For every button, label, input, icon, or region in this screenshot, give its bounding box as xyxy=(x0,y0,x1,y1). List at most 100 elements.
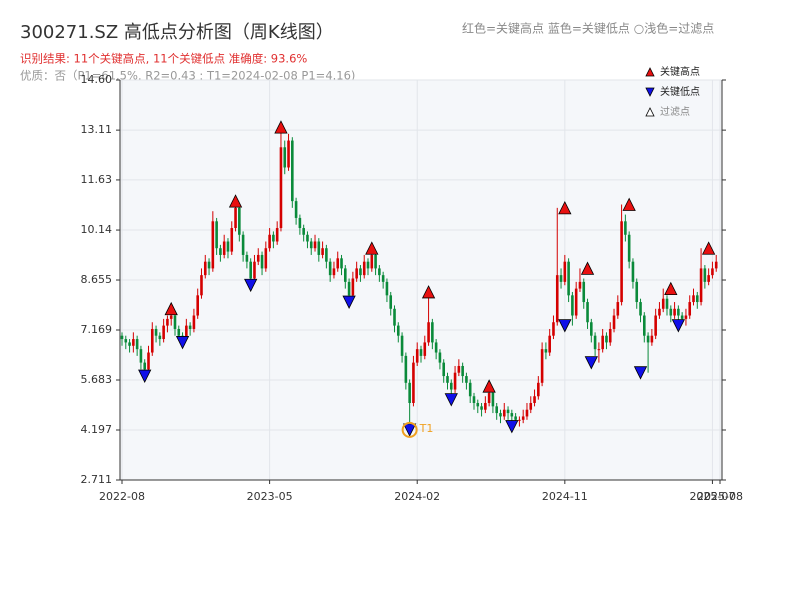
candle-body xyxy=(453,372,457,390)
candle-body xyxy=(707,275,710,282)
candle-body xyxy=(135,339,139,350)
candle-body xyxy=(328,261,332,276)
candle-body xyxy=(249,261,252,279)
candle-body xyxy=(268,234,271,249)
candle-body xyxy=(423,342,427,356)
candle-body xyxy=(215,221,218,249)
key-point-marker xyxy=(365,241,379,255)
candle-body xyxy=(465,376,468,383)
candle-body xyxy=(714,261,718,269)
key-point-marker xyxy=(580,261,595,275)
candle-body xyxy=(332,268,336,276)
y-tick-label: 2.711 xyxy=(81,473,113,486)
candle-body xyxy=(563,261,567,282)
candle-body xyxy=(555,275,559,323)
candle-body xyxy=(567,261,570,296)
candle-body xyxy=(695,295,699,303)
candle-body xyxy=(147,352,150,370)
candle-body xyxy=(491,392,495,407)
candle-body xyxy=(699,268,703,303)
candle-body xyxy=(419,349,423,356)
key-point-marker xyxy=(633,366,648,380)
candle-body xyxy=(427,322,430,343)
candle-body xyxy=(317,241,321,255)
legend-label: 关键低点 xyxy=(660,85,700,98)
legend-label: 过滤点 xyxy=(660,105,690,118)
x-tick-label: 2025-07 xyxy=(689,490,735,503)
candle-body xyxy=(150,328,154,353)
key-point-marker xyxy=(701,241,716,255)
candle-body xyxy=(484,402,487,410)
candle-body xyxy=(222,241,226,255)
candle-body xyxy=(673,308,676,316)
candle-body xyxy=(389,295,393,309)
key-point-marker xyxy=(584,356,598,370)
candle-body xyxy=(544,349,548,353)
candle-body xyxy=(711,268,714,276)
candle-body xyxy=(495,406,498,414)
x-tick-label: 2023-05 xyxy=(247,490,293,503)
candle-body xyxy=(378,268,381,276)
candle-body xyxy=(188,325,192,329)
candle-body xyxy=(132,339,135,346)
key-point-marker xyxy=(664,281,678,295)
candle-body xyxy=(643,315,646,336)
x-tick-label: 2025-08 xyxy=(697,490,743,503)
candle-body xyxy=(446,376,449,383)
candle-body xyxy=(525,409,529,417)
quality-line: 优质：否（P1=61.5%, R2=0.43 ; T1=2024-02-08 P… xyxy=(20,69,355,83)
key-point-marker xyxy=(558,200,572,215)
candle-body xyxy=(287,140,290,168)
candle-body xyxy=(692,295,695,303)
candle-body xyxy=(260,254,264,269)
candle-body xyxy=(510,413,514,417)
key-point-marker xyxy=(274,120,288,134)
legend-note: 红色=关键高点 蓝色=关键低点 ○浅色=过滤点 xyxy=(462,21,714,36)
candle-body xyxy=(302,228,305,235)
candle-body xyxy=(616,302,620,316)
legend-marker xyxy=(645,87,655,97)
candle-body xyxy=(344,268,347,282)
candle-body xyxy=(665,298,669,309)
candle-body xyxy=(340,258,343,269)
candle-body xyxy=(169,315,173,319)
y-tick-label: 4.197 xyxy=(81,423,113,436)
candle-body xyxy=(658,308,661,316)
legend-label: 关键高点 xyxy=(660,65,700,78)
candle-body xyxy=(166,318,169,326)
candle-body xyxy=(661,298,665,309)
candle-body xyxy=(381,275,385,282)
candle-body xyxy=(502,409,506,417)
candle-body xyxy=(590,322,593,336)
candle-body xyxy=(442,362,446,377)
candle-body xyxy=(154,328,158,336)
candle-body xyxy=(533,396,536,403)
candle-body xyxy=(472,396,476,403)
candle-body xyxy=(415,349,419,363)
candle-body xyxy=(362,261,366,276)
candle-body xyxy=(306,234,309,242)
candle-body xyxy=(238,207,241,235)
key-point-marker xyxy=(421,285,436,299)
candle-body xyxy=(298,217,302,229)
candle-body xyxy=(219,248,222,255)
candle-body xyxy=(173,315,177,329)
candle-body xyxy=(506,409,510,414)
candle-body xyxy=(559,275,563,282)
candle-body xyxy=(309,241,313,249)
candle-body xyxy=(457,365,461,373)
candle-body xyxy=(203,261,207,276)
candle-body xyxy=(650,335,654,343)
key-point-marker xyxy=(175,336,190,350)
candle-body xyxy=(540,349,544,383)
candle-body xyxy=(294,201,298,218)
candle-body xyxy=(476,402,480,407)
y-tick-label: 10.14 xyxy=(81,223,113,236)
candle-body xyxy=(639,302,642,316)
candle-body xyxy=(230,228,234,252)
candle-body xyxy=(431,322,434,343)
candle-body xyxy=(177,328,181,336)
candle-body xyxy=(359,268,362,276)
candle-body xyxy=(234,207,237,229)
